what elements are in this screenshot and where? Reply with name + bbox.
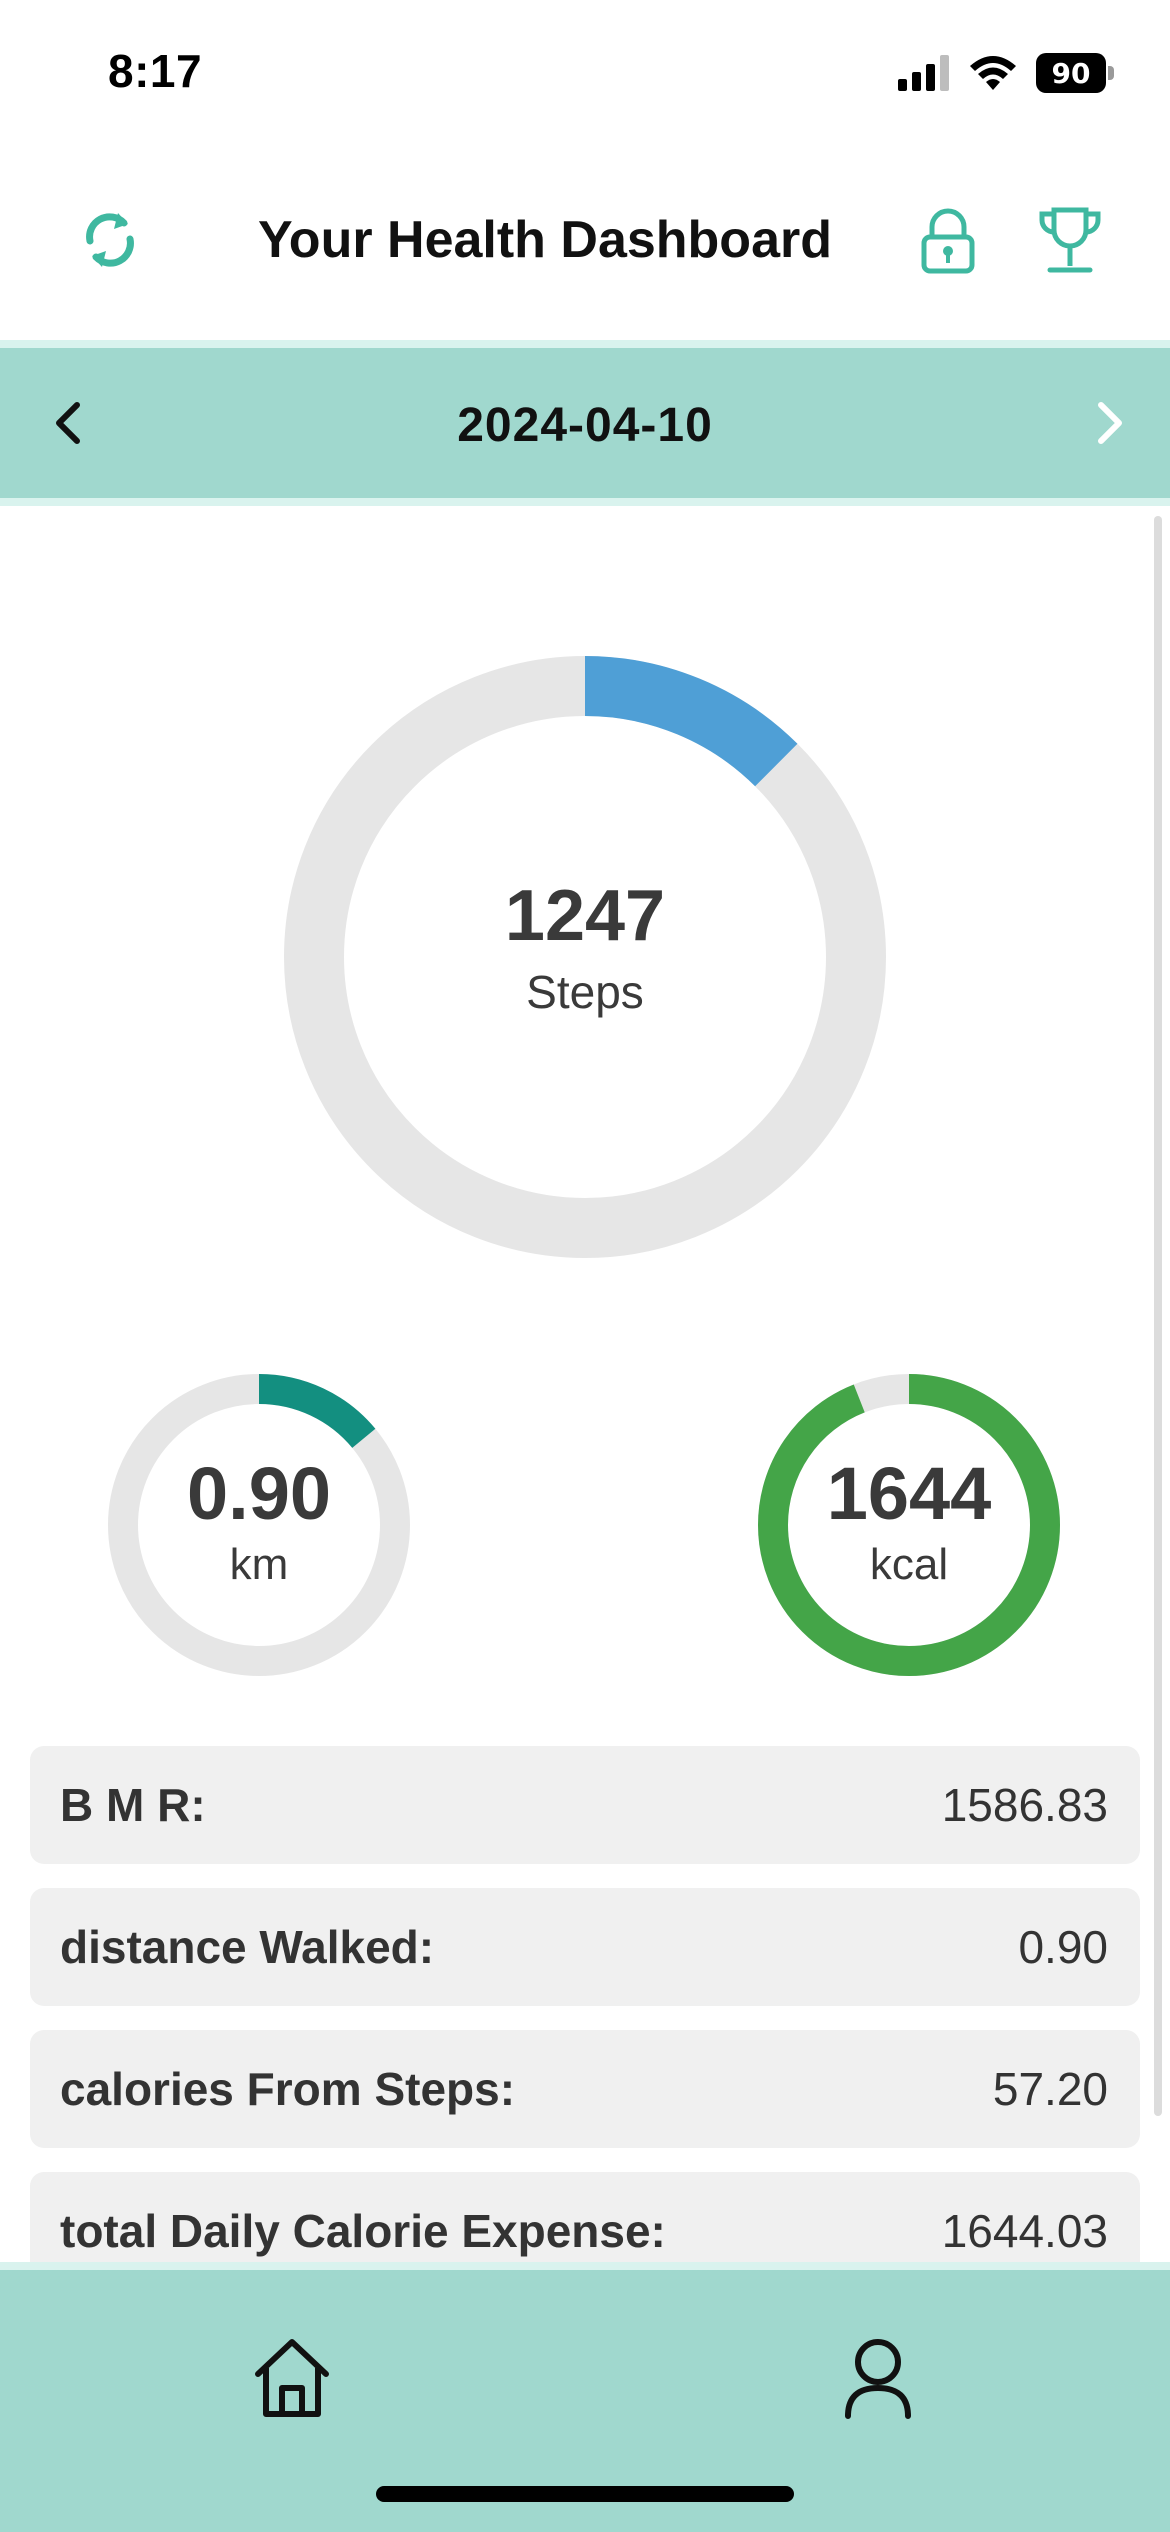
- stat-value: 57.20: [992, 2063, 1108, 2115]
- home-icon: [255, 2339, 329, 2417]
- previous-day-button[interactable]: [38, 388, 98, 458]
- stat-value: 1586.83: [941, 1779, 1108, 1831]
- steps-ring-graphic: [284, 656, 886, 1258]
- profile-icon: [845, 2339, 911, 2419]
- trophy-button[interactable]: [1030, 198, 1110, 282]
- sync-icon: [86, 213, 134, 267]
- chevron-right-icon: [1098, 402, 1122, 444]
- date-bar: 2024-04-10: [0, 340, 1170, 506]
- stat-value: 1644.03: [941, 2205, 1108, 2257]
- selected-date: 2024-04-10: [457, 399, 713, 452]
- status-icons: 90: [898, 50, 1114, 96]
- battery-icon: 90: [1036, 53, 1114, 93]
- dashboard-content[interactable]: 1247 Steps 0.90 km 1644 kcal: [0, 506, 1170, 2262]
- page-title: Your Health Dashboard: [257, 211, 832, 269]
- lock-button[interactable]: [908, 198, 988, 282]
- distance-unit: km: [229, 1539, 289, 1589]
- nav-home-button[interactable]: [244, 2330, 340, 2426]
- stat-row-calories-from-steps: calories From Steps: 57.20: [30, 2030, 1140, 2148]
- stat-label: distance Walked:: [60, 1921, 435, 1973]
- stat-label: calories From Steps:: [60, 2063, 516, 2115]
- scrollbar[interactable]: [1154, 516, 1162, 2116]
- sync-button[interactable]: [70, 200, 150, 280]
- calories-ring: 1644 kcal: [758, 1374, 1060, 1676]
- steps-unit: Steps: [526, 966, 644, 1018]
- stats-list: B M R: 1586.83 distance Walked: 0.90 cal…: [30, 1746, 1140, 2262]
- steps-ring-progress: [284, 656, 886, 1258]
- steps-value: 1247: [504, 876, 666, 956]
- trophy-icon: [1039, 207, 1101, 273]
- signal-icon: [898, 55, 949, 91]
- status-time: 8:17: [108, 45, 203, 97]
- stat-label: total Daily Calorie Expense:: [60, 2205, 666, 2257]
- calories-ring-progress: [758, 1374, 1060, 1676]
- distance-ring: 0.90 km: [108, 1374, 410, 1676]
- status-bar: 8:17 90: [0, 0, 1170, 150]
- distance-value: 0.90: [186, 1451, 332, 1535]
- app-header: Your Health Dashboard: [0, 170, 1170, 310]
- steps-ring: 1247 Steps: [284, 656, 886, 1258]
- next-day-button[interactable]: [1080, 388, 1140, 458]
- chevron-left-icon: [56, 402, 80, 444]
- distance-ring-progress: [108, 1374, 410, 1676]
- stat-row-distance-walked: distance Walked: 0.90: [30, 1888, 1140, 2006]
- stat-value: 0.90: [1018, 1921, 1108, 1973]
- bottom-nav: [0, 2262, 1170, 2532]
- stat-row-total-daily-calorie-expense: total Daily Calorie Expense: 1644.03: [30, 2172, 1140, 2262]
- distance-ring-graphic: [108, 1374, 410, 1676]
- wifi-icon: [970, 56, 1016, 90]
- calories-value: 1644: [826, 1451, 992, 1535]
- home-indicator[interactable]: [376, 2486, 794, 2502]
- nav-profile-button[interactable]: [830, 2330, 926, 2426]
- lock-icon: [921, 208, 975, 274]
- calories-unit: kcal: [869, 1539, 949, 1589]
- calories-ring-graphic: [758, 1374, 1060, 1676]
- stat-row-bmr: B M R: 1586.83: [30, 1746, 1140, 1864]
- stat-label: B M R:: [60, 1779, 206, 1831]
- battery-level: 90: [1051, 56, 1091, 90]
